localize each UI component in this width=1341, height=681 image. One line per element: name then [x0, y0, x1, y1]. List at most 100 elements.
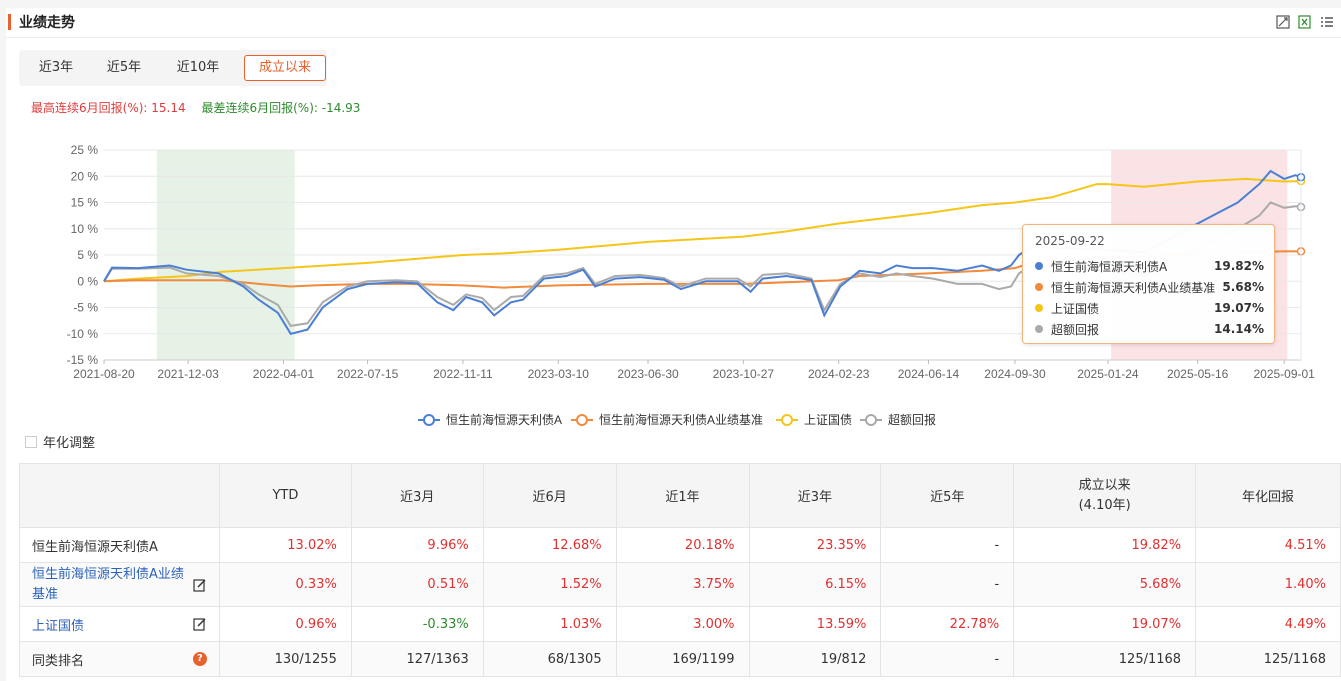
- tooltip-dot: [1035, 325, 1043, 333]
- table-cell: 169/1199: [615, 641, 750, 677]
- menu-list-icon[interactable]: [1319, 14, 1335, 30]
- table-cell: 0.33%: [218, 562, 352, 607]
- series-line: [103, 177, 1302, 283]
- worst-6m-label: 最差连续6月回报(%):: [201, 101, 318, 115]
- tooltip-dot: [1035, 304, 1043, 312]
- y-tick-label: 5 %: [77, 248, 98, 262]
- table-cell: 9.96%: [350, 527, 484, 563]
- y-tick-label: 20 %: [71, 169, 99, 183]
- annualized-checkbox[interactable]: [25, 435, 37, 448]
- tab-since-inception[interactable]: 成立以来: [244, 55, 326, 81]
- tooltip-label: 恒生前海恒源天利债A: [1051, 259, 1168, 274]
- table-row: 恒生前海恒源天利债A业绩基准 0.33% 0.51% 1.52% 3.75% 6…: [19, 562, 1341, 607]
- y-tick-label: 15 %: [71, 196, 99, 210]
- table-cell: 0.96%: [218, 606, 352, 642]
- best-6m-return: 最高连续6月回报(%): 15.14: [31, 101, 186, 115]
- x-tick-label: 2024-09-30: [984, 367, 1046, 381]
- table-cell: 1.52%: [482, 562, 617, 607]
- section-title: 业绩走势: [19, 15, 75, 31]
- y-tick-label: 25 %: [71, 143, 99, 157]
- legend-label: 恒生前海恒源天利债A业绩基准: [599, 412, 763, 427]
- worst-6m-return: 最差连续6月回报(%): -14.93: [201, 101, 360, 115]
- tooltip-row: 上证国债 19.07%: [1035, 298, 1264, 318]
- table-header: 近5年: [880, 463, 1015, 528]
- help-icon[interactable]: ?: [192, 652, 207, 666]
- tab-5y[interactable]: 近5年: [106, 60, 142, 75]
- tooltip-value: 19.82%: [1214, 259, 1264, 273]
- table-cell: 127/1363: [350, 641, 484, 677]
- tab-3y[interactable]: 近3年: [38, 60, 74, 75]
- table-cell: 130/1255: [218, 641, 352, 677]
- tab-10y[interactable]: 近10年: [176, 60, 220, 75]
- edit-icon[interactable]: [193, 617, 207, 631]
- table-header: 近6月: [482, 463, 617, 528]
- table-cell: 1.03%: [482, 606, 617, 642]
- worst-6m-value: -14.93: [321, 101, 361, 115]
- tooltip-label: 超额回报: [1051, 322, 1100, 337]
- table-cell: 0.51%: [350, 562, 484, 607]
- row-name-cell: 恒生前海恒源天利债A: [19, 527, 220, 563]
- annualized-adjust-toggle[interactable]: 年化调整: [25, 432, 95, 451]
- best-6m-label: 最高连续6月回报(%):: [31, 101, 148, 115]
- y-tick-label: -15 %: [67, 353, 99, 367]
- legend-label: 恒生前海恒源天利债A: [446, 412, 562, 427]
- x-tick-label: 2025-01-24: [1077, 367, 1139, 381]
- table-cell: 3.00%: [615, 606, 750, 642]
- table-cell: 68/1305: [482, 641, 617, 677]
- x-tick-label: 2025-05-16: [1167, 367, 1229, 381]
- table-cell: 13.59%: [748, 606, 882, 642]
- table-header-row: YTD 近3月 近6月 近1年 近3年 近5年 成立以来 (4.10年) 年化回…: [19, 463, 1341, 528]
- table-cell: 3.75%: [615, 562, 750, 607]
- best-6m-value: 15.14: [151, 101, 186, 115]
- x-tick-label: 2021-12-03: [157, 367, 219, 381]
- table-cell: -0.33%: [350, 606, 484, 642]
- tooltip-row: 恒生前海恒源天利债A业绩基准 5.68%: [1035, 277, 1264, 297]
- x-tick-label: 2025-09-01: [1253, 367, 1315, 381]
- table-header: YTD: [218, 463, 352, 528]
- legend-label: 超额回报: [888, 412, 936, 427]
- legend-label: 上证国债: [804, 413, 852, 427]
- table-header: 近3年: [748, 463, 882, 528]
- tooltip-label: 上证国债: [1051, 301, 1100, 316]
- legend-marker: [423, 414, 435, 426]
- table-cell: 1.40%: [1195, 562, 1341, 607]
- table-cell: 4.51%: [1195, 527, 1341, 563]
- table-cell: 125/1168: [1195, 641, 1341, 677]
- table-cell: 13.02%: [218, 527, 352, 563]
- legend-marker: [781, 414, 793, 426]
- y-tick-label: 10 %: [71, 222, 99, 236]
- x-tick-label: 2022-04-01: [253, 367, 315, 381]
- section-header: 业绩走势: [6, 8, 1341, 38]
- benchmark-name-link[interactable]: 恒生前海恒源天利债A业绩基准: [32, 566, 184, 602]
- zoom-reset-icon[interactable]: [1275, 14, 1291, 30]
- export-excel-icon[interactable]: [1297, 14, 1313, 30]
- tooltip-date: 2025-09-22: [1035, 234, 1105, 248]
- index-name-link[interactable]: 上证国债: [32, 618, 85, 634]
- x-tick-label: 2023-10-27: [713, 367, 775, 381]
- x-tick-label: 2024-02-23: [808, 367, 870, 381]
- table-cell: -: [880, 527, 1015, 563]
- table-row: 恒生前海恒源天利债A 13.02% 9.96% 12.68% 20.18% 23…: [19, 527, 1341, 563]
- table-header: 年化回报: [1195, 463, 1341, 528]
- table-header: [19, 463, 220, 528]
- y-tick-label: -5 %: [73, 301, 98, 315]
- table-cell: 12.68%: [482, 527, 617, 563]
- rank-label: 同类排名: [32, 653, 85, 669]
- table-cell: 19/812: [748, 641, 882, 677]
- tooltip-value: 5.68%: [1222, 280, 1264, 294]
- x-tick-label: 2023-03-10: [528, 367, 590, 381]
- tooltip-dot: [1035, 262, 1043, 270]
- returns-table: YTD 近3月 近6月 近1年 近3年 近5年 成立以来 (4.10年) 年化回…: [19, 463, 1341, 677]
- tooltip-label: 恒生前海恒源天利债A业绩基准: [1051, 280, 1216, 295]
- header-accent-bar: [8, 14, 11, 30]
- table-cell: -: [880, 641, 1015, 677]
- period-tabs: 近3年 近5年 近10年 成立以来: [19, 50, 327, 86]
- table-cell: 125/1168: [1013, 641, 1197, 677]
- row-name-cell: 上证国债: [19, 606, 220, 642]
- x-tick-label: 2022-07-15: [337, 367, 399, 381]
- edit-icon[interactable]: [193, 578, 207, 592]
- legend-marker: [576, 414, 588, 426]
- rolling-returns-stats: 最高连续6月回报(%): 15.14 最差连续6月回报(%): -14.93: [31, 99, 360, 116]
- table-cell: 19.82%: [1013, 527, 1197, 563]
- x-tick-label: 2024-06-14: [898, 367, 960, 381]
